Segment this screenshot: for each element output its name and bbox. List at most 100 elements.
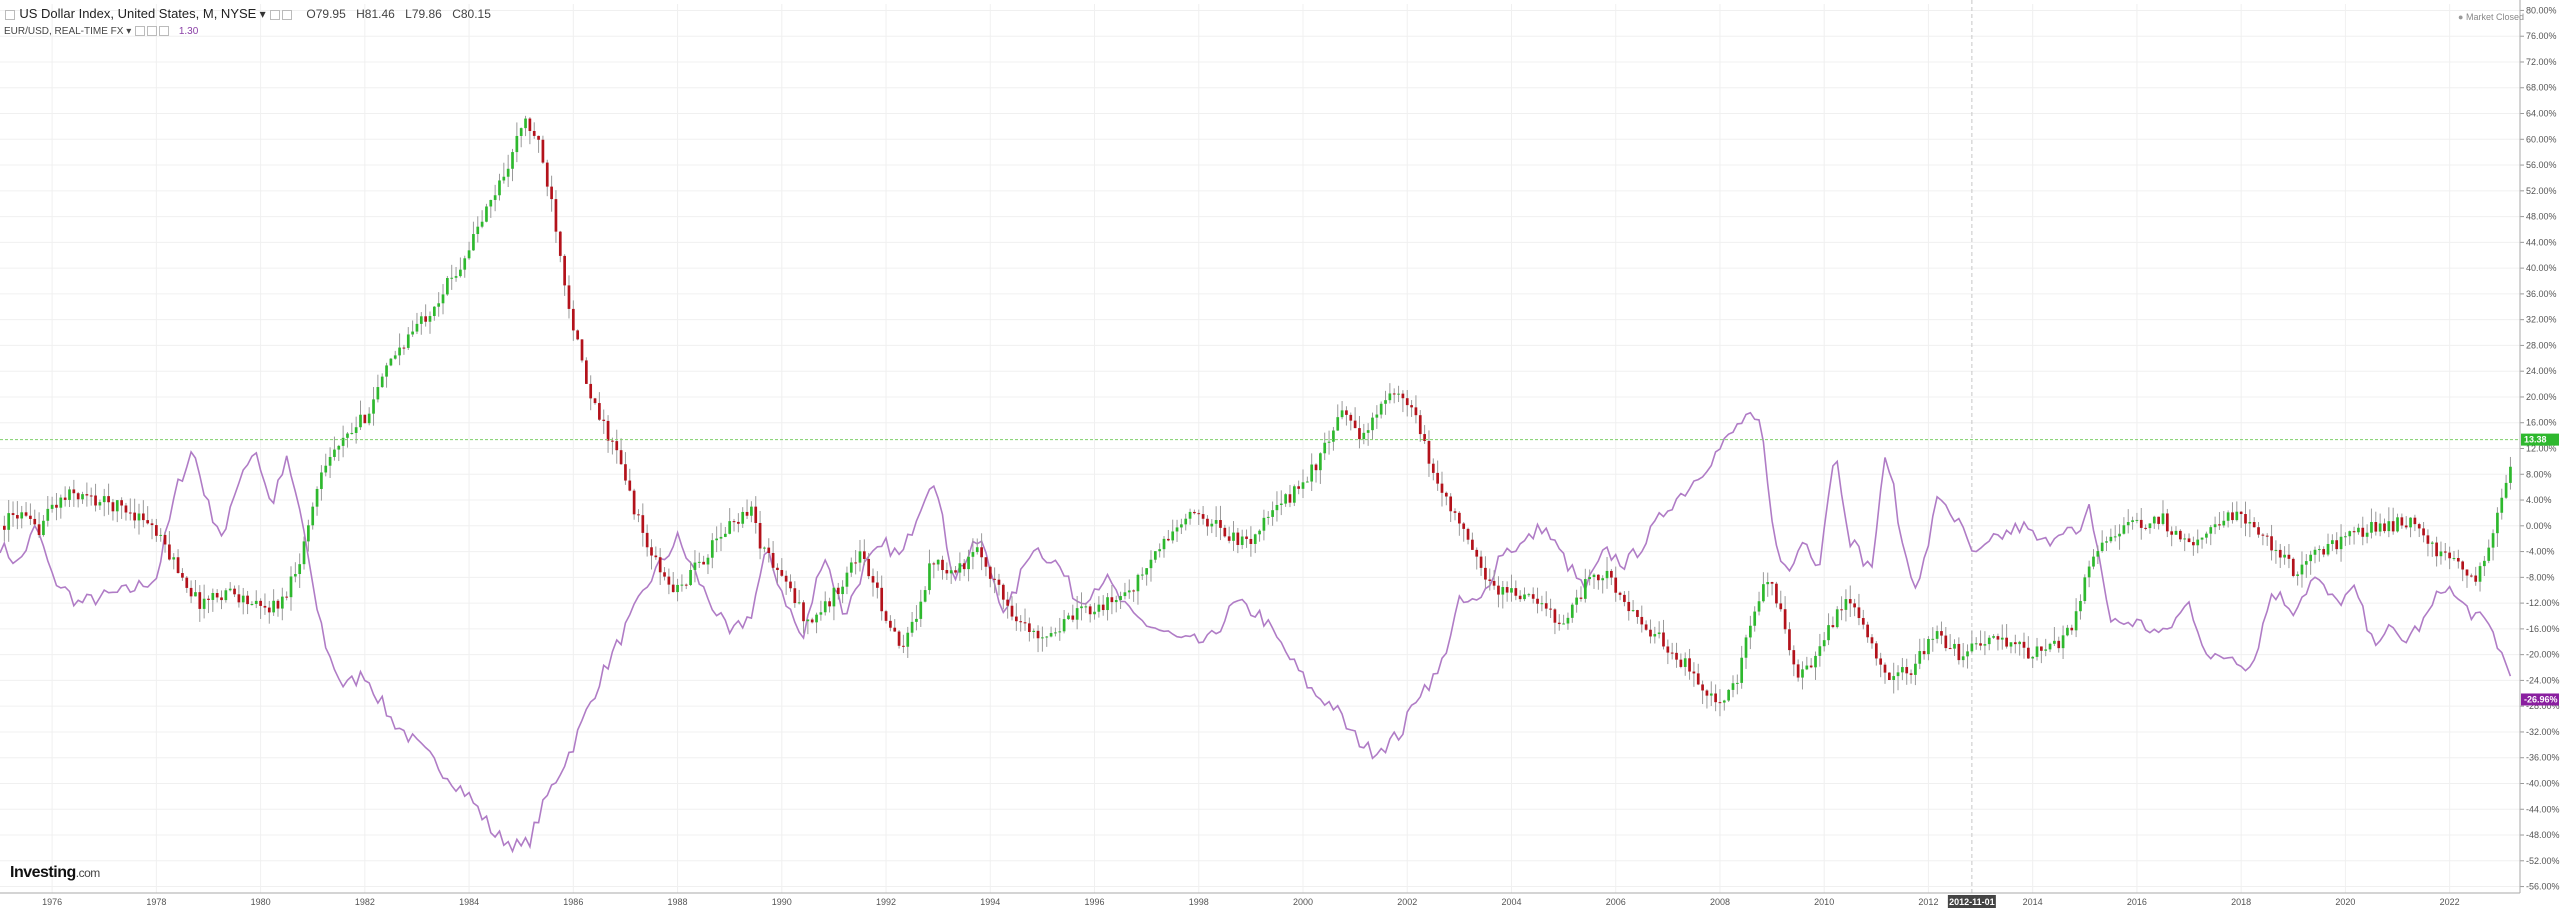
- candle[interactable]: [1180, 518, 1183, 535]
- candle[interactable]: [1618, 591, 1622, 601]
- candle[interactable]: [589, 375, 593, 411]
- candle[interactable]: [1631, 600, 1635, 613]
- candle[interactable]: [1084, 602, 1088, 614]
- candle[interactable]: [750, 501, 753, 523]
- candle[interactable]: [1336, 404, 1340, 431]
- candle[interactable]: [528, 117, 532, 145]
- candle[interactable]: [2183, 533, 2187, 552]
- candle[interactable]: [1392, 388, 1396, 404]
- candle[interactable]: [1201, 506, 1205, 525]
- candle[interactable]: [341, 425, 345, 458]
- candle[interactable]: [220, 590, 223, 610]
- candle[interactable]: [823, 591, 827, 616]
- candle[interactable]: [359, 400, 362, 431]
- candle[interactable]: [1345, 406, 1348, 426]
- candle[interactable]: [2461, 560, 2465, 582]
- candle[interactable]: [2443, 542, 2447, 561]
- candle[interactable]: [2378, 513, 2382, 537]
- candle[interactable]: [1067, 612, 1070, 620]
- candle[interactable]: [1701, 680, 1704, 705]
- candle[interactable]: [137, 503, 141, 535]
- candle[interactable]: [2070, 624, 2074, 635]
- candle[interactable]: [2096, 545, 2100, 565]
- candle[interactable]: [1097, 596, 1101, 618]
- candle[interactable]: [1449, 493, 1453, 523]
- candle[interactable]: [55, 493, 58, 521]
- candle[interactable]: [155, 518, 158, 542]
- settings-icon[interactable]: [270, 9, 281, 20]
- candle[interactable]: [654, 546, 658, 560]
- candle[interactable]: [1184, 513, 1188, 531]
- candle[interactable]: [2283, 546, 2286, 565]
- candle[interactable]: [185, 575, 189, 593]
- candle[interactable]: [1453, 508, 1457, 521]
- candle[interactable]: [2500, 488, 2504, 520]
- candle[interactable]: [1818, 633, 1822, 667]
- candle[interactable]: [2370, 508, 2373, 539]
- candle[interactable]: [1788, 622, 1791, 656]
- candle[interactable]: [498, 173, 501, 201]
- candle[interactable]: [1153, 551, 1157, 563]
- candle[interactable]: [2, 515, 6, 542]
- candle[interactable]: [598, 392, 601, 421]
- candle[interactable]: [63, 486, 67, 507]
- candle[interactable]: [1927, 636, 1930, 661]
- candle[interactable]: [254, 590, 258, 609]
- candle[interactable]: [2322, 546, 2326, 558]
- candle[interactable]: [1714, 684, 1717, 712]
- candle[interactable]: [1831, 616, 1835, 629]
- candle[interactable]: [1167, 529, 1170, 542]
- candle[interactable]: [1162, 536, 1166, 558]
- candle[interactable]: [1709, 681, 1713, 706]
- candle[interactable]: [1583, 568, 1587, 603]
- candle[interactable]: [550, 175, 553, 212]
- candle[interactable]: [159, 528, 163, 542]
- candle[interactable]: [2135, 512, 2139, 524]
- candle[interactable]: [207, 595, 210, 614]
- candle[interactable]: [1901, 657, 1904, 681]
- candle[interactable]: [2152, 515, 2156, 529]
- candle[interactable]: [502, 162, 506, 184]
- compare-symbol[interactable]: EUR/USD, REAL-TIME FX: [4, 26, 124, 37]
- candle[interactable]: [1471, 532, 1474, 550]
- candle[interactable]: [980, 533, 983, 571]
- candle[interactable]: [1935, 625, 1939, 644]
- candle[interactable]: [111, 498, 115, 521]
- candle[interactable]: [59, 494, 63, 519]
- candle[interactable]: [563, 254, 566, 296]
- candle[interactable]: [845, 566, 849, 595]
- candle[interactable]: [945, 562, 949, 581]
- candle[interactable]: [1379, 401, 1383, 419]
- candle[interactable]: [1892, 662, 1896, 694]
- candle[interactable]: [1171, 519, 1175, 544]
- candle[interactable]: [150, 518, 154, 540]
- candle[interactable]: [2361, 516, 2365, 546]
- candle[interactable]: [202, 584, 206, 619]
- candle[interactable]: [2504, 474, 2508, 500]
- candle[interactable]: [1744, 634, 1748, 669]
- candle[interactable]: [667, 568, 671, 595]
- candle[interactable]: [1809, 658, 1813, 669]
- candle[interactable]: [1531, 587, 1535, 604]
- candle[interactable]: [949, 566, 953, 584]
- candle[interactable]: [2357, 523, 2360, 535]
- candle[interactable]: [1327, 430, 1331, 455]
- candle[interactable]: [337, 444, 341, 462]
- candle[interactable]: [1740, 645, 1744, 689]
- candle[interactable]: [2161, 500, 2165, 526]
- candle[interactable]: [376, 374, 380, 403]
- candle[interactable]: [615, 429, 619, 464]
- candle[interactable]: [463, 255, 467, 278]
- candle[interactable]: [1501, 580, 1505, 609]
- candle[interactable]: [1983, 631, 1987, 656]
- candle[interactable]: [1827, 613, 1830, 646]
- candle[interactable]: [2439, 541, 2443, 565]
- candle[interactable]: [763, 546, 766, 553]
- candle[interactable]: [1106, 593, 1109, 621]
- candle[interactable]: [632, 488, 636, 520]
- candle[interactable]: [637, 509, 640, 523]
- candle[interactable]: [936, 559, 940, 571]
- candle[interactable]: [89, 487, 93, 506]
- candle[interactable]: [2000, 624, 2004, 650]
- candle[interactable]: [1310, 453, 1314, 492]
